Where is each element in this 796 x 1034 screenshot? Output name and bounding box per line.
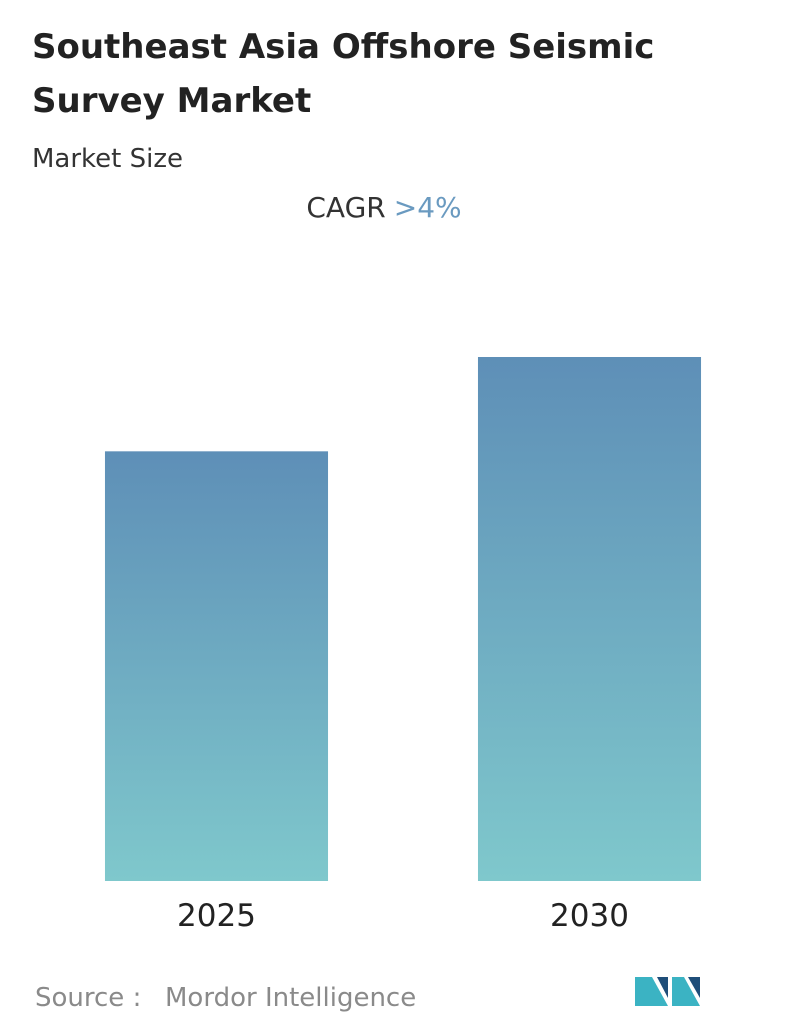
- bar: [104, 451, 329, 881]
- logo-shape: [657, 977, 668, 998]
- source-label: Source :: [35, 983, 141, 1013]
- chart-title: Survey Market: [32, 81, 311, 121]
- cagr-label: CAGR: [306, 191, 385, 224]
- cagr-value: >4%: [394, 191, 462, 224]
- bar: [477, 357, 702, 881]
- logo: [635, 977, 700, 1006]
- source: Mordor Intelligence: [165, 983, 416, 1013]
- chart-title: Southeast Asia Offshore Seismic: [32, 27, 654, 67]
- logo-shape: [672, 977, 700, 1006]
- x-tick-label: 2030: [550, 898, 629, 934]
- logo-shape: [688, 977, 700, 998]
- x-tick-label: 2025: [177, 898, 256, 934]
- cagr: CAGR >4%: [306, 191, 461, 224]
- chart-subtitle: Market Size: [32, 144, 183, 174]
- logo-shape: [635, 977, 668, 1006]
